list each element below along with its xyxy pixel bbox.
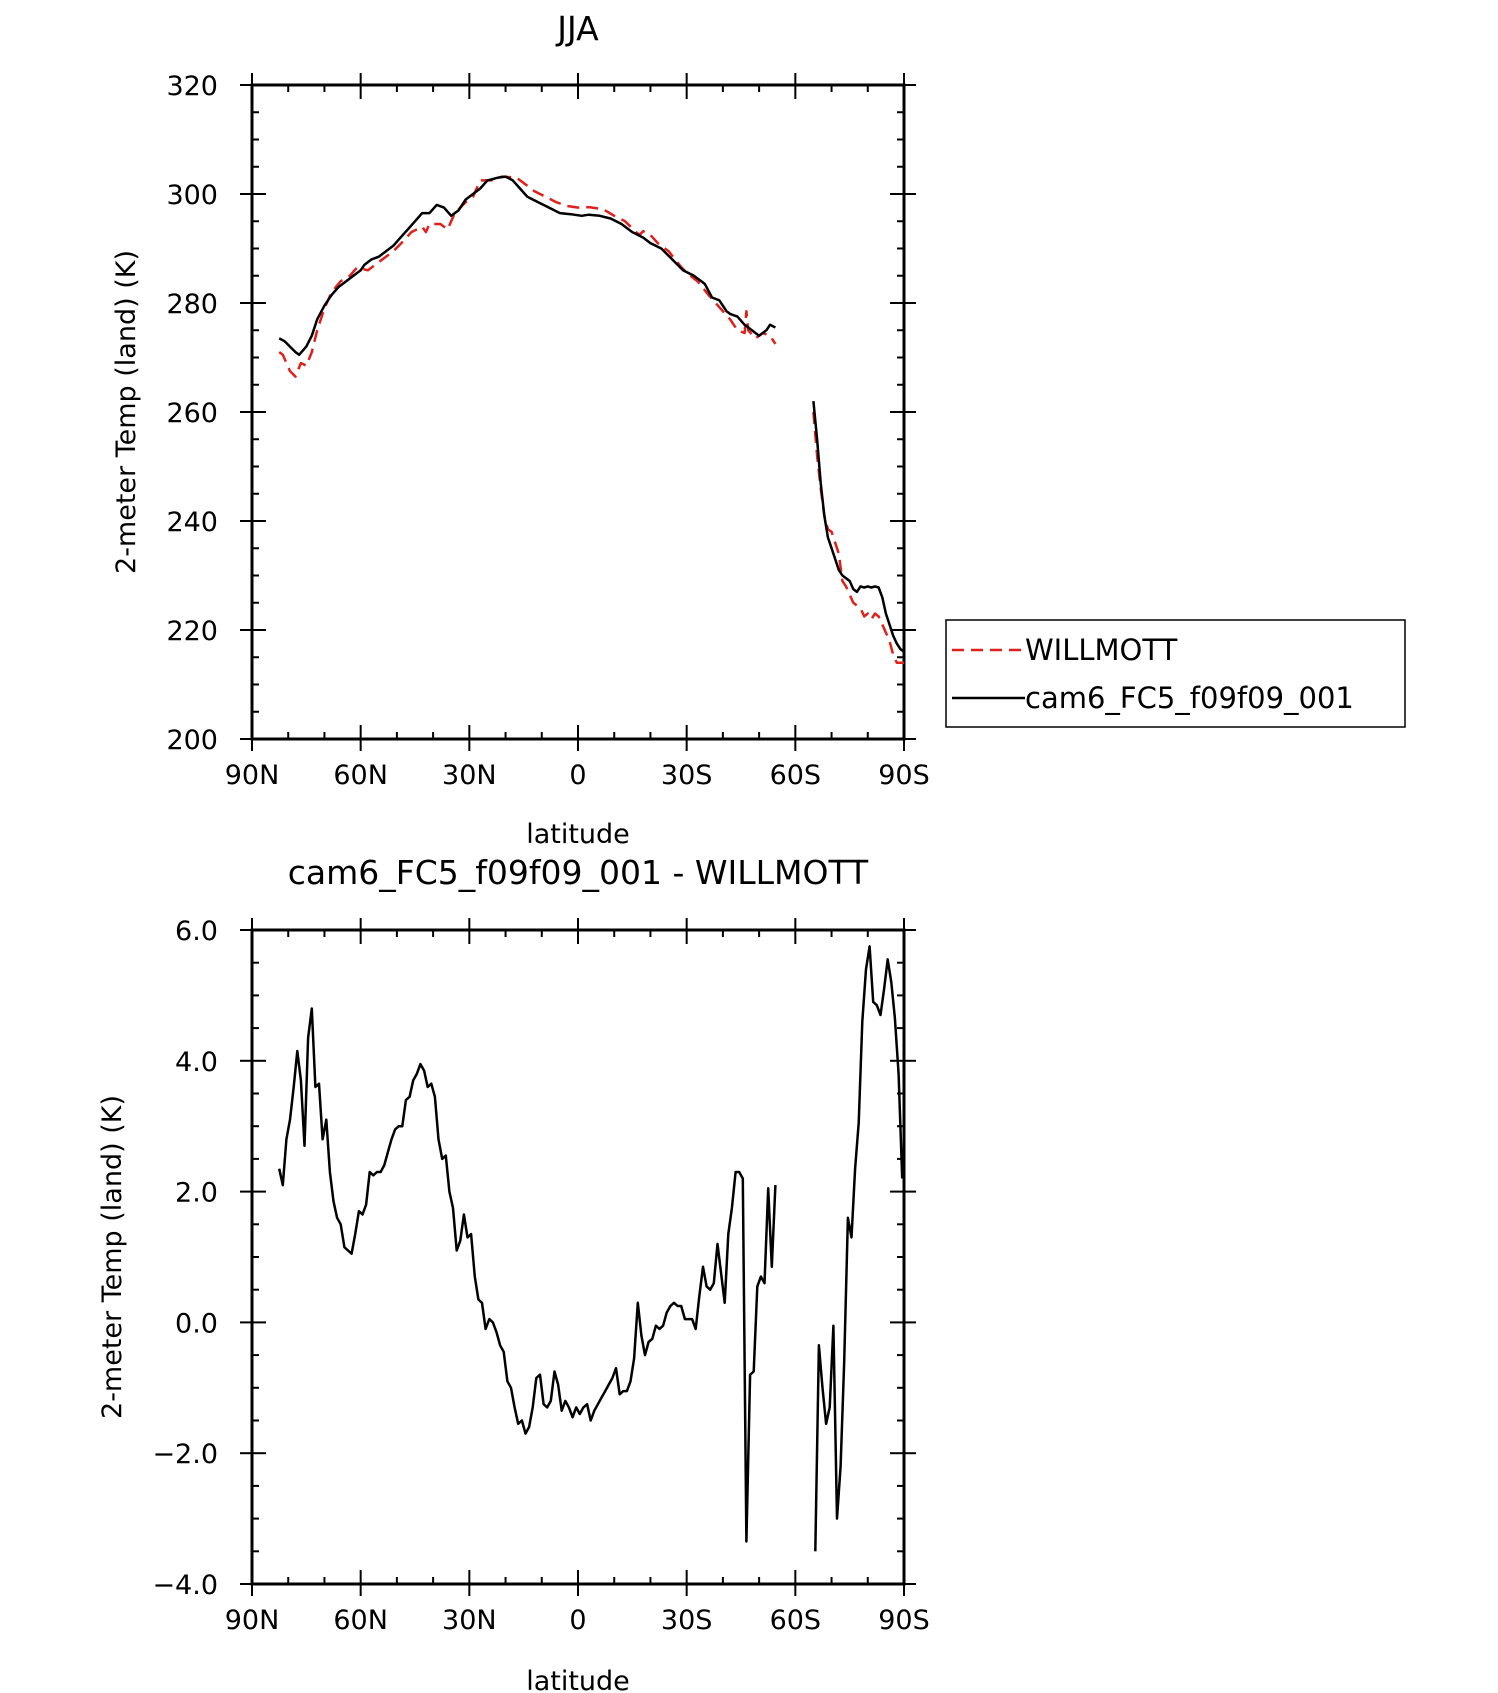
legend-label-willmott: WILLMOTT [1025, 633, 1178, 667]
x-tick-label: 60N [333, 1605, 388, 1636]
series-line-difference [814, 945, 904, 1552]
x-tick-label: 90N [225, 1605, 280, 1636]
x-tick-label: 90S [878, 760, 930, 791]
y-tick-label: 0.0 [175, 1308, 218, 1339]
bottom-chart-plot-frame [250, 928, 906, 1586]
top-chart: JJA latitude 2-meter Temp (land) (K) 90N… [111, 9, 1406, 850]
y-tick-label: 220 [166, 616, 218, 647]
y-tick-label: 240 [166, 507, 218, 538]
x-tick-label: 60S [770, 760, 822, 791]
y-tick-label: 2.0 [175, 1178, 218, 1209]
bottom-chart-y-axis: −4.0 −2.0 0.0 2.0 4.0 6.0 [152, 916, 916, 1601]
series-line-willmott [278, 175, 777, 378]
top-chart-xlabel: latitude [526, 819, 630, 850]
legend-box [945, 619, 1406, 728]
x-tick-label: 60N [333, 760, 388, 791]
y-tick-label: 280 [166, 289, 218, 320]
x-tick-label: 0 [569, 760, 586, 791]
x-tick-label: 30S [661, 1605, 713, 1636]
top-chart-ylabel: 2-meter Temp (land) (K) [111, 250, 142, 574]
bottom-chart: cam6_FC5_f09f09_001 - WILLMOTT latitude … [97, 853, 930, 1693]
x-tick-label: 60S [770, 1605, 822, 1636]
top-chart-title: JJA [555, 9, 599, 48]
top-chart-x-axis: 90N 60N 30N 0 30S 60S 90S [225, 73, 930, 791]
legend: WILLMOTT cam6_FC5_f09f09_001 [945, 619, 1406, 728]
bottom-chart-ylabel: 2-meter Temp (land) (K) [97, 1095, 128, 1419]
y-tick-label: 4.0 [175, 1047, 218, 1078]
top-chart-series [278, 175, 905, 664]
y-tick-label: 200 [166, 725, 218, 756]
x-tick-label: 30N [442, 1605, 497, 1636]
y-tick-label: 300 [166, 180, 218, 211]
bottom-chart-title: cam6_FC5_f09f09_001 - WILLMOTT [288, 853, 869, 892]
y-tick-label: 6.0 [175, 916, 218, 947]
y-tick-label: 320 [166, 71, 218, 102]
series-line-difference [277, 1007, 777, 1543]
bottom-chart-series [277, 945, 904, 1552]
x-tick-label: 30N [442, 760, 497, 791]
series-line-cam6-fc5-f09f09-001 [278, 175, 776, 357]
series-line-willmott [812, 411, 904, 664]
top-chart-y-axis: 200 220 240 260 280 300 320 [166, 71, 916, 756]
y-tick-label: −4.0 [152, 1570, 218, 1601]
bottom-chart-xlabel: latitude [526, 1666, 630, 1693]
top-chart-plot-frame [250, 83, 906, 741]
bottom-chart-x-axis: 90N 60N 30N 0 30S 60S 90S [225, 918, 930, 1636]
y-tick-label: −2.0 [152, 1439, 218, 1470]
legend-label-cam6: cam6_FC5_f09f09_001 [1025, 681, 1354, 715]
series-line-cam6-fc5-f09f09-001 [812, 400, 905, 653]
y-tick-label: 260 [166, 398, 218, 429]
x-tick-label: 30S [661, 760, 713, 791]
x-tick-label: 90N [225, 760, 280, 791]
x-tick-label: 0 [569, 1605, 586, 1636]
x-tick-label: 90S [878, 1605, 930, 1636]
